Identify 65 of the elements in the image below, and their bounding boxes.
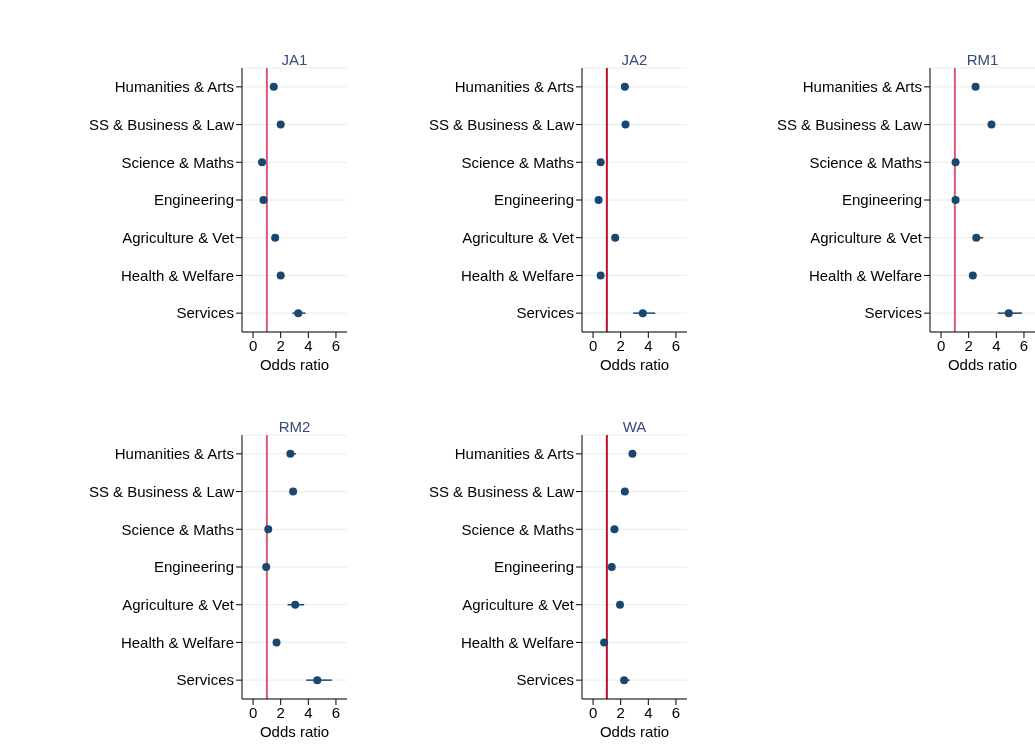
y-tick-label: Agriculture & Vet (122, 229, 235, 247)
x-axis-title: Odds ratio (599, 723, 670, 740)
y-tick-label: Engineering (493, 558, 574, 576)
y-tick-label: Agriculture & Vet (810, 229, 923, 247)
chart-title: JA1 (280, 51, 309, 68)
x-tick-label: 4 (304, 336, 313, 354)
y-tick-label: Health & Welfare (120, 266, 234, 284)
y-tick-label: Science & Maths (461, 153, 574, 171)
chart-title: WA (621, 418, 648, 435)
x-tick-label: 4 (644, 703, 653, 721)
y-tick-label: Humanities & Arts (454, 78, 574, 96)
y-tick-label: Engineering (841, 191, 922, 209)
y-tick-label: Health & Welfare (120, 633, 234, 651)
y-tick-label: Health & Welfare (808, 266, 922, 284)
y-tick-label: Agriculture & Vet (462, 596, 575, 614)
y-tick-label: Engineering (153, 558, 234, 576)
x-tick-label: 6 (331, 703, 341, 721)
y-tick-label: SS & Business & Law (88, 482, 235, 500)
x-tick-label: 2 (276, 703, 285, 721)
y-tick-label: SS & Business & Law (428, 115, 575, 133)
y-tick-label: SS & Business & Law (428, 482, 575, 500)
y-tick-label: Agriculture & Vet (462, 229, 575, 247)
y-tick-label: Humanities & Arts (454, 445, 574, 463)
x-tick-label: 6 (671, 703, 681, 721)
y-tick-label: Services (516, 304, 574, 322)
x-axis-title: Odds ratio (259, 723, 330, 740)
x-tick-label: 4 (992, 336, 1001, 354)
y-tick-label: Services (516, 671, 574, 689)
x-tick-label: 6 (671, 336, 681, 354)
y-tick-label: Humanities & Arts (802, 78, 922, 96)
y-tick-label: Engineering (153, 191, 234, 209)
x-axis-title: Odds ratio (599, 356, 670, 373)
x-tick-label: 2 (616, 336, 625, 354)
x-tick-label: 0 (248, 703, 258, 721)
y-tick-label: Engineering (493, 191, 574, 209)
x-tick-label: 2 (616, 703, 625, 721)
x-tick-label: 2 (964, 336, 973, 354)
y-tick-label: Humanities & Arts (114, 78, 234, 96)
x-tick-label: 4 (304, 703, 313, 721)
chart-title: RM2 (277, 418, 312, 435)
chart-title: RM1 (965, 51, 1000, 68)
y-tick-label: Science & Maths (121, 520, 234, 538)
x-tick-label: 2 (276, 336, 285, 354)
x-axis-title: Odds ratio (947, 356, 1018, 373)
x-tick-label: 0 (588, 336, 598, 354)
x-tick-label: 6 (331, 336, 341, 354)
x-axis-title: Odds ratio (259, 356, 330, 373)
x-tick-label: 0 (936, 336, 946, 354)
y-tick-label: Health & Welfare (460, 266, 574, 284)
x-tick-label: 6 (1019, 336, 1029, 354)
y-tick-label: Humanities & Arts (114, 445, 234, 463)
x-tick-label: 4 (644, 336, 653, 354)
y-tick-label: Agriculture & Vet (122, 596, 235, 614)
y-tick-label: Science & Maths (461, 520, 574, 538)
y-tick-label: Science & Maths (121, 153, 234, 171)
y-tick-label: SS & Business & Law (88, 115, 235, 133)
y-tick-label: Services (176, 671, 234, 689)
y-tick-label: SS & Business & Law (776, 115, 923, 133)
y-tick-label: Science & Maths (809, 153, 922, 171)
x-tick-label: 0 (588, 703, 598, 721)
y-tick-label: Health & Welfare (460, 633, 574, 651)
y-tick-label: Services (864, 304, 922, 322)
y-tick-label: Services (176, 304, 234, 322)
x-tick-label: 0 (248, 336, 258, 354)
chart-title: JA2 (620, 51, 649, 68)
